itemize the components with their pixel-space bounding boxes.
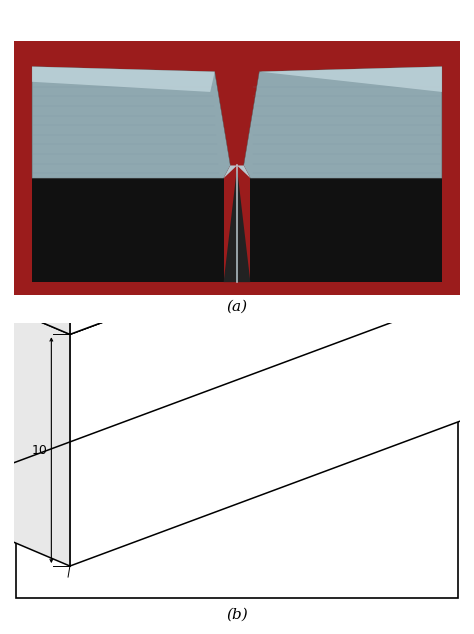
Text: (b): (b) — [226, 608, 248, 622]
Polygon shape — [244, 67, 442, 178]
Polygon shape — [32, 67, 215, 92]
Polygon shape — [0, 268, 70, 566]
Polygon shape — [32, 178, 224, 282]
Polygon shape — [0, 37, 70, 334]
FancyBboxPatch shape — [16, 325, 458, 598]
Polygon shape — [224, 165, 250, 178]
Text: 10: 10 — [32, 444, 47, 456]
Polygon shape — [32, 67, 230, 178]
Polygon shape — [259, 67, 442, 92]
Polygon shape — [250, 178, 442, 282]
Polygon shape — [0, 0, 474, 103]
Polygon shape — [70, 0, 474, 566]
Text: (a): (a) — [227, 300, 247, 314]
Polygon shape — [0, 0, 474, 334]
Polygon shape — [70, 0, 474, 334]
Text: SS 304: SS 304 — [0, 633, 1, 634]
Polygon shape — [224, 168, 250, 282]
Text: Al 6061: Al 6061 — [0, 633, 1, 634]
